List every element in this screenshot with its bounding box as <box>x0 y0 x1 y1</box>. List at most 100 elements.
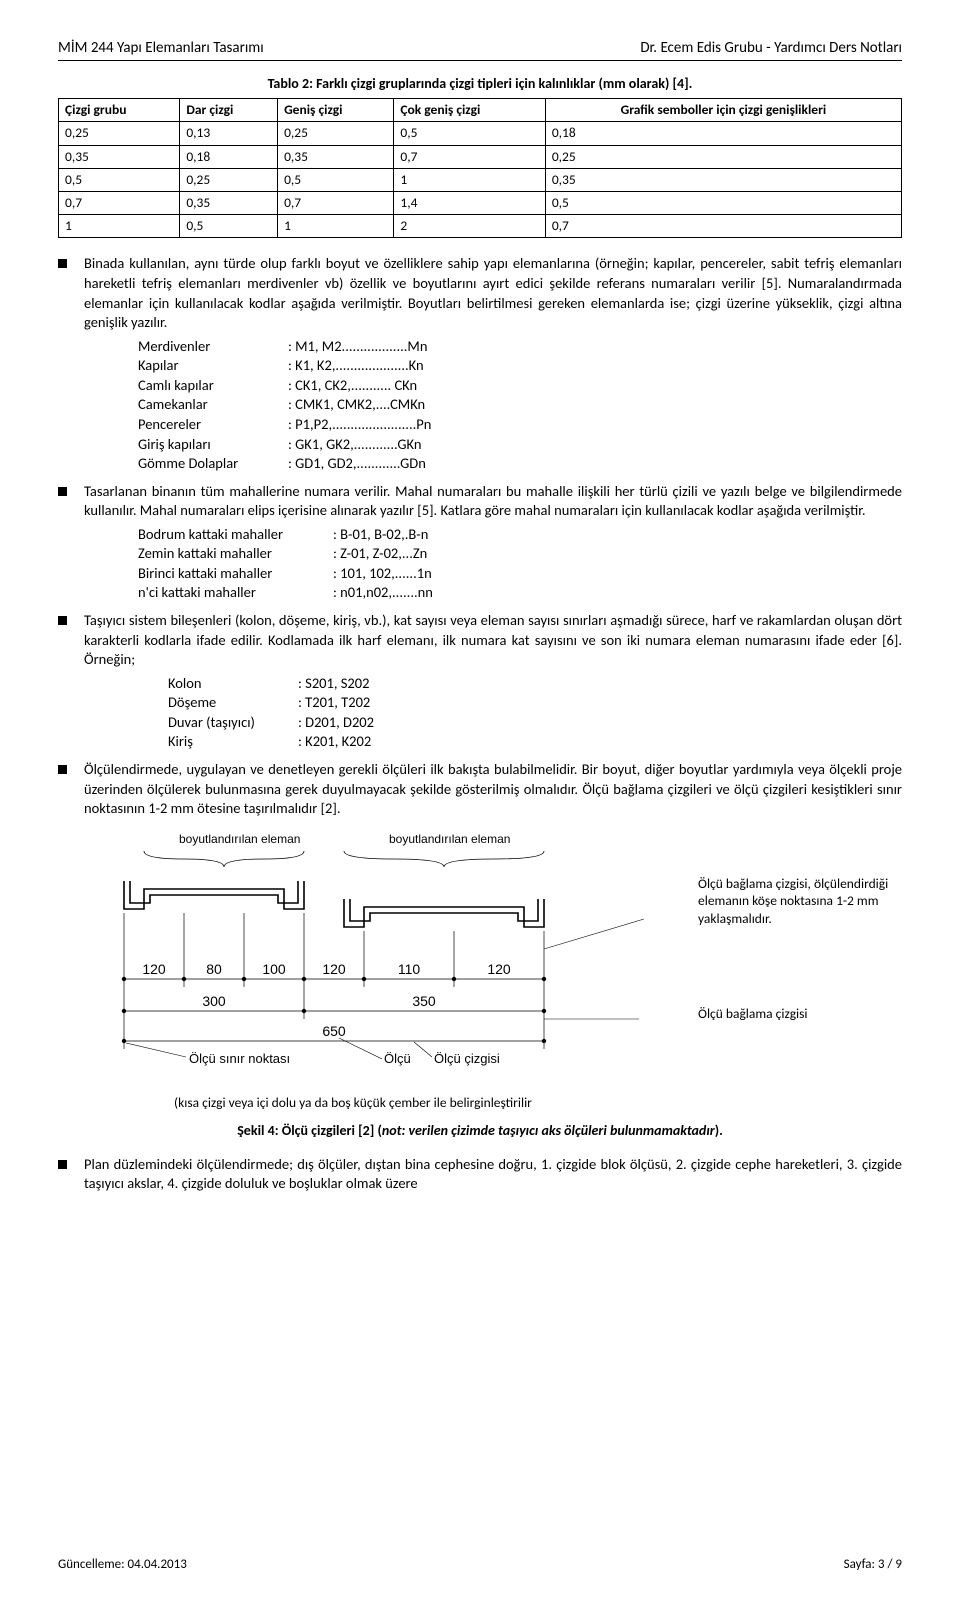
list-item: Kolon: S201, S202 <box>168 674 902 694</box>
dimension-diagram: boyutlandırılan eleman boyutlandırılan e… <box>84 829 704 1089</box>
bullet-1: Binada kullanılan, aynı türde olup farkl… <box>58 254 902 473</box>
col-3: Çok geniş çizgi <box>394 99 545 122</box>
table-cell: 0,35 <box>545 168 901 191</box>
col-4: Grafik semboller için çizgi genişlikleri <box>545 99 901 122</box>
list-item-label: n'ci kattaki mahaller <box>138 583 333 603</box>
table-cell: 0,5 <box>59 168 180 191</box>
figure-note-1: Ölçü bağlama çizgisi, ölçülendirdiği ele… <box>698 875 908 928</box>
list-3: Kolon: S201, S202Döşeme: T201, T202Duvar… <box>168 674 902 752</box>
table-cell: 0,35 <box>278 145 394 168</box>
col-0: Çizgi grubu <box>59 99 180 122</box>
dim1-1: 80 <box>206 961 222 977</box>
table-cell: 0,18 <box>545 122 901 145</box>
table-row: 0,50,250,510,35 <box>59 168 902 191</box>
bullet-4: Ölçülendirmede, uygulayan ve denetleyen … <box>58 760 902 819</box>
list-item: Zemin kattaki mahaller: Z-01, Z-02,...Zn <box>138 544 902 564</box>
fig-label-tl1: boyutlandırılan eleman <box>179 832 300 846</box>
table-cell: 0,5 <box>180 215 278 238</box>
list-item-value: : Z-01, Z-02,...Zn <box>333 544 427 564</box>
list-item-label: Merdivenler <box>138 337 288 357</box>
list-item-label: Pencereler <box>138 415 288 435</box>
table-cell: 0,25 <box>59 122 180 145</box>
table-cell: 1 <box>394 168 545 191</box>
dim1-3: 120 <box>322 961 346 977</box>
list-item: Merdivenler: M1, M2..................Mn <box>138 337 902 357</box>
list-item-value: : GK1, GK2,............GKn <box>288 435 421 455</box>
dim1-4: 110 <box>398 961 421 977</box>
bullet-3: Taşıyıcı sistem bileşenleri (kolon, döşe… <box>58 611 902 752</box>
table-row: 0,350,180,350,70,25 <box>59 145 902 168</box>
list-item: Pencereler: P1,P2,......................… <box>138 415 902 435</box>
list-item: Döşeme: T201, T202 <box>168 693 902 713</box>
list-item: Bodrum kattaki mahaller: B-01, B-02,.B-n <box>138 525 902 545</box>
header-left: MİM 244 Yapı Elemanları Tasarımı <box>58 38 264 58</box>
cizgi-label: Ölçü çizgisi <box>434 1051 500 1066</box>
table-cell: 0,5 <box>545 192 901 215</box>
table-cell: 0,25 <box>278 122 394 145</box>
table2: Çizgi grubu Dar çizgi Geniş çizgi Çok ge… <box>58 98 902 238</box>
list-item: Birinci kattaki mahaller: 101, 102,.....… <box>138 564 902 584</box>
figure-under-note: (kısa çizgi veya içi dolu ya da boş küçü… <box>174 1094 902 1112</box>
list-item-value: : K1, K2,....................Kn <box>288 356 424 376</box>
col-1: Dar çizgi <box>180 99 278 122</box>
list-item-value: : D201, D202 <box>298 713 374 733</box>
dim-row-2: 300 350 <box>122 993 546 1013</box>
list-item-label: Döşeme <box>168 693 298 713</box>
list-item: n'ci kattaki mahaller: n01,n02,.......nn <box>138 583 902 603</box>
footer-left: Güncelleme: 04.04.2013 <box>58 1556 187 1574</box>
dim2-1: 350 <box>412 993 436 1009</box>
page-header: MİM 244 Yapı Elemanları Tasarımı Dr. Ece… <box>58 38 902 61</box>
list-item-value: : B-01, B-02,.B-n <box>333 525 428 545</box>
dim-row-1: 120 80 100 120 110 120 <box>122 961 546 981</box>
dim1-2: 100 <box>262 961 286 977</box>
list-item: Gömme Dolaplar: GD1, GD2,............GDn <box>138 454 902 474</box>
figure-note-2: Ölçü bağlama çizgisi <box>698 1005 908 1023</box>
table-cell: 0,7 <box>394 145 545 168</box>
figure-4-caption: Şekil 4: Ölçü çizgileri [2] (not: verile… <box>58 1122 902 1141</box>
table2-caption: Tablo 2: Farklı çizgi gruplarında çizgi … <box>58 75 902 94</box>
list-item-label: Gömme Dolaplar <box>138 454 288 474</box>
list-item-label: Birinci kattaki mahaller <box>138 564 333 584</box>
list-item-label: Kiriş <box>168 732 298 752</box>
list-item-value: : P1,P2,.......................Pn <box>288 415 431 435</box>
list-item-label: Duvar (taşıyıcı) <box>168 713 298 733</box>
list-item: Kiriş: K201, K202 <box>168 732 902 752</box>
list-item-value: : M1, M2..................Mn <box>288 337 427 357</box>
list-item: Camekanlar: CMK1, CMK2,....CMKn <box>138 395 902 415</box>
table-cell: 0,5 <box>278 168 394 191</box>
list-item-value: : CMK1, CMK2,....CMKn <box>288 395 425 415</box>
fig-label-tr1: boyutlandırılan eleman <box>389 832 510 846</box>
list-2: Bodrum kattaki mahaller: B-01, B-02,.B-n… <box>138 525 902 603</box>
caption-main: Şekil 4: Ölçü çizgileri [2] ( <box>237 1122 382 1139</box>
dim3-0: 650 <box>322 1023 346 1039</box>
list-item: Giriş kapıları: GK1, GK2,............GKn <box>138 435 902 455</box>
caption-end: ). <box>715 1122 723 1139</box>
table-cell: 0,35 <box>59 145 180 168</box>
bullet-5: Plan düzlemindeki ölçülendirmede; dış öl… <box>58 1155 902 1194</box>
table-cell: 1,4 <box>394 192 545 215</box>
table-row: 0,70,350,71,40,5 <box>59 192 902 215</box>
list-item: Kapılar: K1, K2,....................Kn <box>138 356 902 376</box>
table-cell: 0,7 <box>278 192 394 215</box>
list-1: Merdivenler: M1, M2..................MnK… <box>138 337 902 474</box>
sinir-label: Ölçü sınır noktası <box>189 1051 290 1066</box>
table-cell: 0,13 <box>180 122 278 145</box>
col-2: Geniş çizgi <box>278 99 394 122</box>
bullet-3-text: Taşıyıcı sistem bileşenleri (kolon, döşe… <box>84 611 902 668</box>
list-item-label: Kolon <box>168 674 298 694</box>
table-cell: 2 <box>394 215 545 238</box>
bullet-2: Tasarlanan binanın tüm mahallerine numar… <box>58 482 902 603</box>
table-cell: 1 <box>278 215 394 238</box>
table-cell: 0,35 <box>180 192 278 215</box>
list-item-value: : n01,n02,.......nn <box>333 583 433 603</box>
table-cell: 0,7 <box>59 192 180 215</box>
table-cell: 0,5 <box>394 122 545 145</box>
olcu-label: Ölçü <box>384 1051 411 1066</box>
brace-right <box>344 851 544 867</box>
table-header-row: Çizgi grubu Dar çizgi Geniş çizgi Çok ge… <box>59 99 902 122</box>
bullet-1-text: Binada kullanılan, aynı türde olup farkl… <box>84 254 902 331</box>
footer-right: Sayfa: 3 / 9 <box>844 1556 902 1574</box>
table-cell: 1 <box>59 215 180 238</box>
list-item-value: : 101, 102,......1n <box>333 564 432 584</box>
list-item-value: : K201, K202 <box>298 732 371 752</box>
